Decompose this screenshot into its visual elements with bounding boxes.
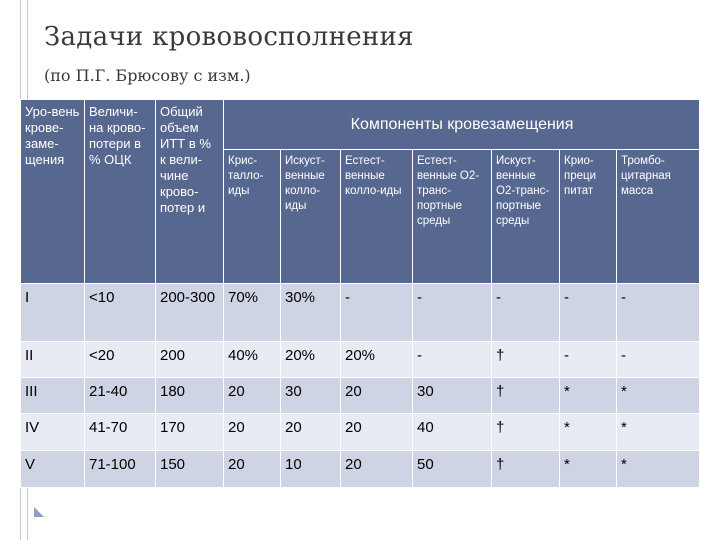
cell-volume: <20 bbox=[84, 341, 156, 378]
header-total: Общий объем ИТТ в % к вели-чине крово-по… bbox=[155, 99, 224, 284]
cell-volume: 21-40 bbox=[84, 377, 156, 414]
slide-subtitle: (по П.Г. Брюсову с изм.) bbox=[44, 66, 251, 85]
header-cryoprecipitate: Крио-преци питат bbox=[559, 149, 617, 284]
cell-total: 200-300 bbox=[155, 283, 224, 342]
cell-value: 40% bbox=[223, 341, 281, 378]
cell-level: III bbox=[20, 377, 85, 414]
table-row: I <10 200-300 70% 30% - - - - - bbox=[20, 283, 701, 342]
table-row: III 21-40 180 20 30 20 30 † * * bbox=[20, 377, 701, 414]
cell-total: 170 bbox=[155, 413, 224, 451]
cell-value: - bbox=[615, 341, 701, 378]
cell-value: - bbox=[412, 283, 492, 342]
cell-total: 200 bbox=[155, 341, 224, 378]
cell-value: * bbox=[559, 377, 617, 414]
cell-value: 20 bbox=[223, 413, 281, 451]
cell-level: V bbox=[20, 450, 85, 488]
table-row: II <20 200 40% 20% 20% - † - - bbox=[20, 341, 701, 378]
cell-value: * bbox=[615, 413, 701, 451]
cell-level: I bbox=[20, 283, 85, 342]
cell-value: 20 bbox=[340, 450, 413, 488]
header-artificial-o2-carriers: Искуст-венные О2-транс-портные среды bbox=[491, 149, 560, 284]
slide-title: Задачи крововосполнения bbox=[44, 22, 414, 52]
cell-value: - bbox=[491, 283, 560, 342]
cell-value: 20 bbox=[223, 377, 281, 414]
cell-value: 30 bbox=[412, 377, 492, 414]
header-natural-o2-carriers: Естест-венные О2-транс-портные среды bbox=[412, 149, 492, 284]
cell-value: * bbox=[615, 377, 701, 414]
cell-value: - bbox=[559, 283, 617, 342]
table-row: V 71-100 150 20 10 20 50 † * * bbox=[20, 450, 701, 488]
header-level: Уро-вень крове-заме-щения bbox=[20, 99, 85, 284]
cell-value: 30% bbox=[280, 283, 341, 342]
cell-level: II bbox=[20, 341, 85, 378]
cell-value: 20% bbox=[340, 341, 413, 378]
cell-value: - bbox=[412, 341, 492, 378]
blood-replacement-table: Уро-вень крове-заме-щения Величи-на кров… bbox=[20, 99, 701, 488]
cell-value: 70% bbox=[223, 283, 281, 342]
cell-value: † bbox=[491, 377, 560, 414]
cell-value: 20% bbox=[280, 341, 341, 378]
cell-value: - bbox=[340, 283, 413, 342]
cell-total: 180 bbox=[155, 377, 224, 414]
cell-value: † bbox=[491, 341, 560, 378]
cell-value: * bbox=[615, 450, 701, 488]
cell-value: 20 bbox=[340, 413, 413, 451]
cell-value: 20 bbox=[280, 413, 341, 451]
table-row: IV 41-70 170 20 20 20 40 † * * bbox=[20, 413, 701, 451]
corner-triangle-icon bbox=[34, 507, 44, 517]
cell-value: † bbox=[491, 413, 560, 451]
cell-level: IV bbox=[20, 413, 85, 451]
cell-value: 10 bbox=[280, 450, 341, 488]
cell-value: * bbox=[559, 413, 617, 451]
header-components-group: Компоненты кровезамещения bbox=[222, 99, 701, 150]
cell-value: - bbox=[559, 341, 617, 378]
cell-total: 150 bbox=[155, 450, 224, 488]
cell-volume: <10 bbox=[84, 283, 156, 342]
cell-value: 20 bbox=[223, 450, 281, 488]
cell-value: † bbox=[491, 450, 560, 488]
cell-value: * bbox=[559, 450, 617, 488]
cell-value: 40 bbox=[412, 413, 492, 451]
header-volume: Величи-на крово-потери в % ОЦК bbox=[84, 99, 156, 284]
header-natural-colloids: Естест-венные колло-иды bbox=[340, 149, 413, 284]
cell-value: - bbox=[615, 283, 701, 342]
cell-value: 30 bbox=[280, 377, 341, 414]
header-crystalloids: Крис-талло-иды bbox=[223, 149, 281, 284]
header-artificial-colloids: Искуст-венные колло-иды bbox=[280, 149, 341, 284]
cell-value: 20 bbox=[340, 377, 413, 414]
header-platelet-mass: Тромбо-цитарная масса bbox=[615, 149, 701, 284]
cell-volume: 71-100 bbox=[84, 450, 156, 488]
cell-value: 50 bbox=[412, 450, 492, 488]
cell-volume: 41-70 bbox=[84, 413, 156, 451]
